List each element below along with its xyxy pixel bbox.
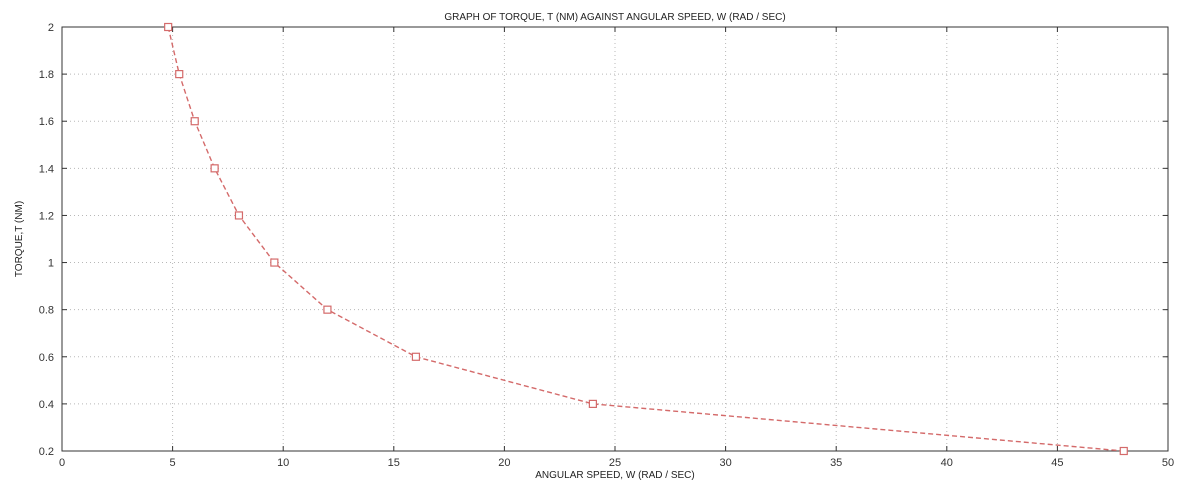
y-tick-label: 2 <box>48 22 54 34</box>
data-point-marker <box>190 117 199 126</box>
data-point-marker <box>175 70 184 79</box>
x-tick-label: 20 <box>498 457 510 469</box>
x-tick-label: 25 <box>609 457 621 469</box>
x-tick-label: 5 <box>170 457 176 469</box>
y-axis-label: TORQUE,T (NM) <box>14 201 25 277</box>
y-tick-label: 1.8 <box>39 69 54 81</box>
x-tick-label: 30 <box>719 457 731 469</box>
y-tick-label: 0.6 <box>39 352 54 364</box>
x-tick-label: 10 <box>277 457 289 469</box>
series-line <box>167 26 1124 452</box>
y-tick-label: 1.4 <box>39 163 54 175</box>
data-point-marker <box>210 164 219 173</box>
y-tick-label: 0.8 <box>39 305 54 317</box>
y-tick-label: 1.6 <box>39 116 54 128</box>
tick-layer: 0 5 10 15 20 25 30 35 40 45 50 0.2 0.4 0.6 0.8 1 1.2 1.4 1… <box>39 22 1174 469</box>
y-tick-label: 1 <box>48 258 54 270</box>
data-point-marker <box>234 211 244 220</box>
grid-layer <box>62 27 1168 451</box>
data-point-marker <box>588 399 597 408</box>
data-point-marker <box>164 22 173 32</box>
x-tick-label: 45 <box>1051 457 1063 469</box>
x-tick-label: 15 <box>388 457 400 469</box>
data-point-marker <box>323 305 332 314</box>
series-layer <box>164 22 1128 456</box>
data-point-marker <box>411 352 421 361</box>
y-tick-label: 1.2 <box>39 210 54 222</box>
y-tick-label: 0.2 <box>39 446 54 458</box>
x-axis-label: ANGULAR SPEED, W (RAD / SEC) <box>535 470 694 481</box>
x-tick-label: 50 <box>1162 457 1174 469</box>
y-tick-label: 0.4 <box>39 399 54 411</box>
x-tick-label: 40 <box>941 457 953 469</box>
data-point-marker <box>1119 446 1128 456</box>
x-tick-label: 35 <box>830 457 842 469</box>
x-tick-label: 0 <box>59 457 65 469</box>
chart-title: GRAPH OF TORQUE, T (NM) AGAINST ANGULAR … <box>444 12 785 23</box>
data-point-marker <box>270 258 279 267</box>
